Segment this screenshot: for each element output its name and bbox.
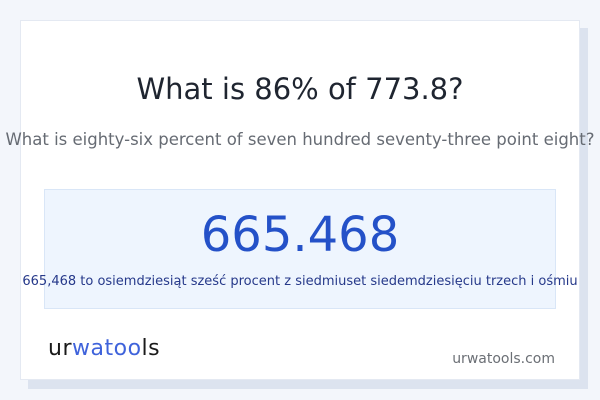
site-url[interactable]: urwatools.com	[452, 351, 555, 367]
page-title: What is 86% of 773.8?	[136, 72, 464, 106]
result-box	[44, 189, 556, 309]
page-subtitle: What is eighty-six percent of seven hund…	[5, 130, 595, 149]
urwatools-logo: urwatools	[48, 336, 161, 361]
result-words: 665,468 to osiemdziesiąt sześć procent z…	[22, 274, 578, 289]
result-value: 665.468	[200, 207, 400, 263]
